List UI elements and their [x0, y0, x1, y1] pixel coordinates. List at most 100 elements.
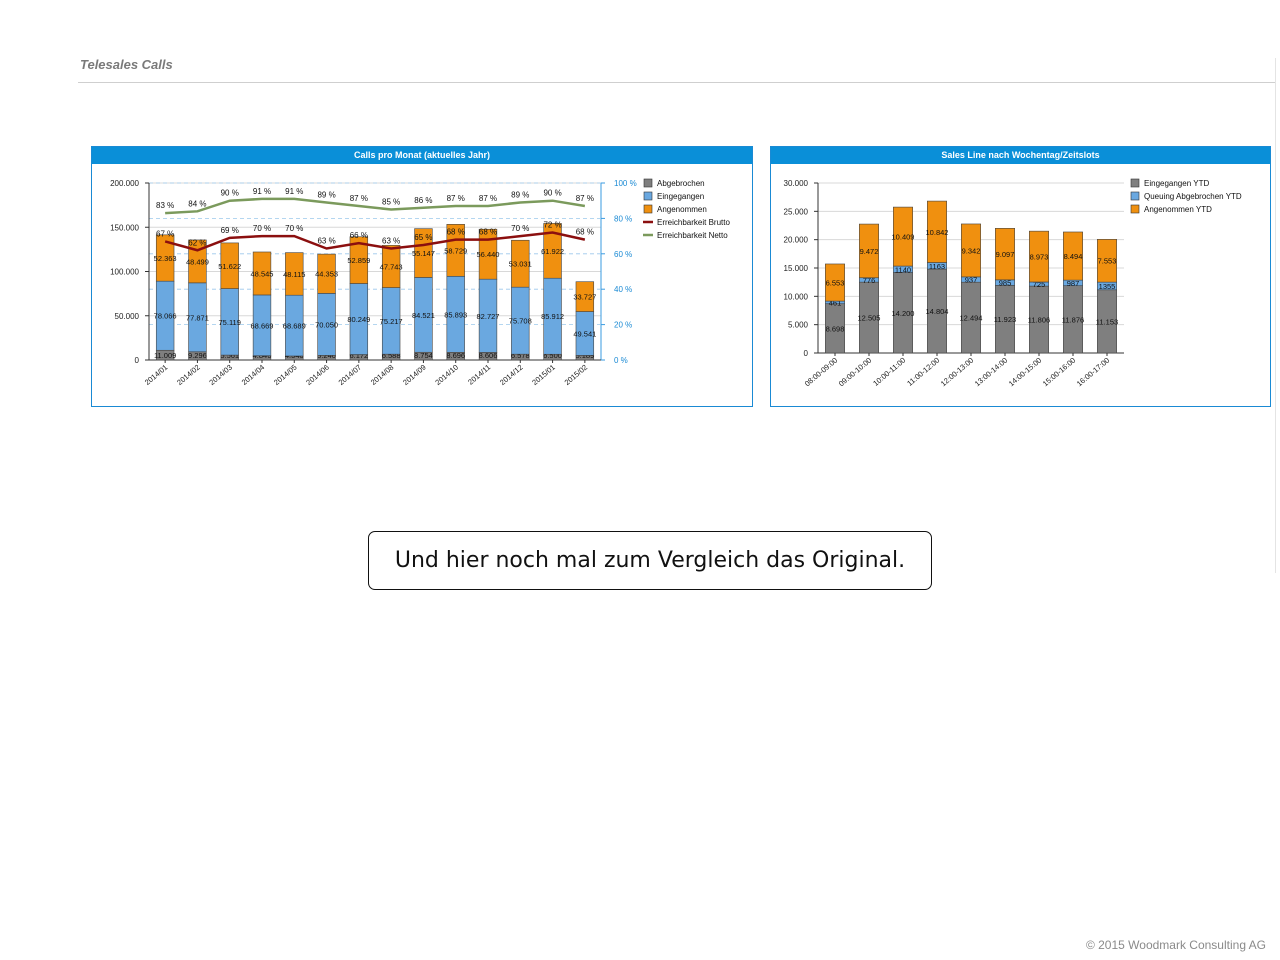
x-tick-label: 2014/03 — [207, 363, 234, 387]
bar-segment — [511, 239, 530, 288]
y-tick-label: 0 — [135, 356, 140, 365]
x-tick-label: 2014/05 — [272, 363, 299, 387]
data-label: 75.217 — [380, 317, 403, 326]
data-label: 44.353 — [315, 270, 338, 279]
x-tick-label: 2014/10 — [433, 363, 460, 387]
data-label: 48.499 — [186, 257, 209, 266]
data-label: 49.541 — [573, 329, 596, 338]
line-label: 70 % — [285, 224, 303, 233]
data-label: 10.409 — [892, 233, 915, 242]
line-label: 91 % — [253, 187, 271, 196]
series-line — [165, 197, 586, 215]
bar-segment — [825, 263, 845, 302]
y2-tick-label: 20 % — [614, 321, 632, 330]
data-label: 85.893 — [444, 310, 467, 319]
data-label: 8.754 — [414, 351, 433, 360]
x-tick-label: 16:00-17:00 — [1075, 356, 1111, 389]
data-label: 1140 — [895, 265, 911, 274]
bar-segment — [414, 228, 433, 278]
x-tick-label: 2014/02 — [175, 363, 202, 387]
data-label: 1355 — [1099, 282, 1116, 291]
bar-segment — [893, 206, 913, 267]
data-label: 6.172 — [349, 351, 368, 360]
legend-label: Queuing Abgebrochen YTD — [1144, 192, 1242, 201]
legend-label: Eingegangen — [657, 192, 704, 201]
legend-label: Abgebrochen — [657, 179, 705, 188]
y2-tick-label: 60 % — [614, 250, 632, 259]
right-divider — [1275, 58, 1276, 573]
line-label: 63 % — [317, 236, 335, 245]
data-label: 48.115 — [283, 270, 305, 279]
data-label: 8.606 — [479, 351, 498, 360]
data-label: 987 — [1067, 279, 1080, 288]
data-label: 9.296 — [188, 351, 207, 360]
y-tick-label: 50.000 — [115, 312, 140, 321]
data-label: 80.249 — [347, 315, 370, 324]
data-label: 11.876 — [1062, 315, 1084, 324]
legend-label: Eingegangen YTD — [1144, 179, 1209, 188]
y2-tick-label: 0 % — [614, 356, 628, 365]
y-tick-label: 5.000 — [788, 321, 809, 330]
bar-segment — [927, 200, 947, 263]
x-tick-label: 2014/01 — [143, 363, 170, 387]
y2-tick-label: 40 % — [614, 285, 632, 294]
data-label: 68.669 — [251, 321, 274, 330]
data-label: 6.588 — [382, 351, 401, 360]
x-tick-label: 2014/06 — [304, 363, 331, 387]
line-label: 90 % — [543, 189, 561, 198]
y-tick-label: 30.000 — [784, 179, 809, 188]
data-label: 75.119 — [219, 318, 241, 327]
bar-segment — [349, 236, 369, 284]
data-label: 11.923 — [994, 315, 1016, 324]
line-label: 66 % — [350, 231, 368, 240]
y-tick-label: 15.000 — [784, 264, 809, 273]
bar-segment — [188, 239, 207, 284]
legend-label: Erreichbarkeit Brutto — [657, 218, 730, 227]
data-label: 78.066 — [154, 312, 177, 321]
x-tick-label: 2014/11 — [466, 363, 492, 387]
data-label: 9.342 — [962, 246, 981, 255]
bar-segment — [317, 253, 336, 294]
line-label: 67 % — [156, 229, 174, 238]
line-label: 86 % — [414, 196, 432, 205]
line-label: 87 % — [479, 194, 497, 203]
data-label: 52.859 — [347, 256, 370, 265]
line-label: 69 % — [221, 226, 239, 235]
line-label: 63 % — [382, 236, 400, 245]
y-tick-label: 25.000 — [784, 207, 809, 216]
x-tick-label: 09:00-10:00 — [837, 356, 873, 389]
data-label: 70.050 — [315, 320, 338, 329]
line-label: 87 % — [447, 194, 465, 203]
y2-tick-label: 100 % — [614, 179, 637, 188]
series-line — [164, 231, 586, 252]
line-label: 68 % — [447, 228, 465, 237]
bar-segment — [575, 281, 595, 312]
data-label: 68.689 — [283, 322, 306, 331]
data-label: 47.743 — [380, 262, 403, 271]
x-tick-label: 2014/08 — [369, 363, 396, 387]
data-label: 11.153 — [1096, 317, 1118, 326]
sales-line-panel: Sales Line nach Wochentag/Zeitslots 0 5.0… — [770, 146, 1271, 407]
y-tick-label: 10.000 — [784, 292, 809, 301]
data-label: 12.505 — [858, 314, 881, 323]
legend-swatch — [1130, 191, 1140, 201]
line-label: 87 % — [350, 194, 368, 203]
y-tick-label: 0 — [804, 349, 809, 358]
comparison-callout: Und hier noch mal zum Vergleich das Orig… — [368, 531, 932, 590]
sales-line-chart: 0 5.000 10.000 15.000 20.000 25.000 30.000 8.69… — [784, 178, 1242, 389]
x-tick-label: 2015/01 — [530, 363, 557, 387]
bar-segment — [1097, 239, 1117, 283]
data-label: 6.500 — [543, 351, 562, 360]
line-label: 89 % — [511, 190, 529, 199]
data-label: 75.708 — [509, 317, 532, 326]
line-label: 90 % — [221, 189, 239, 198]
line-label: 87 % — [576, 194, 594, 203]
data-label: 11.009 — [154, 351, 176, 360]
legend-swatch — [643, 178, 653, 188]
data-label: 14.804 — [926, 307, 949, 316]
data-label: 85.912 — [541, 312, 564, 321]
legend-label: Angenommen — [657, 205, 707, 214]
bar-segment — [543, 223, 562, 279]
data-label: 776 — [863, 276, 876, 285]
data-label: 5.561 — [220, 351, 239, 360]
